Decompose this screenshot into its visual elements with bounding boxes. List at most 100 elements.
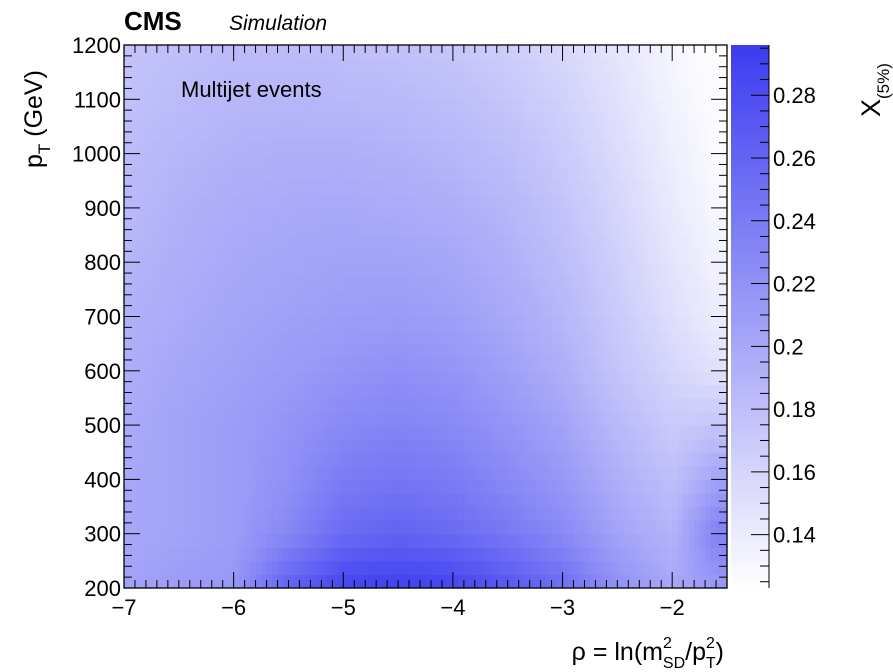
heatmap-cell — [644, 330, 651, 345]
heatmap-cell — [469, 465, 476, 480]
heatmap-cell — [705, 397, 712, 413]
heatmap-cell — [173, 330, 180, 345]
heatmap-cell — [474, 194, 481, 209]
heatmap-cell — [546, 58, 553, 73]
heatmap-cell — [370, 275, 377, 290]
heatmap-cell — [255, 574, 262, 589]
heatmap-cell — [299, 180, 306, 195]
heatmap-cell — [557, 506, 564, 521]
heatmap-cell — [430, 316, 438, 331]
heatmap-cell — [140, 357, 147, 372]
heatmap-cell — [387, 99, 394, 114]
heatmap-cell — [507, 492, 514, 508]
heatmap-cell — [173, 112, 180, 128]
heatmap-cell — [507, 438, 514, 453]
heatmap-cell — [310, 425, 317, 440]
heatmap-cell — [584, 45, 591, 60]
heatmap-cell — [398, 248, 405, 263]
heatmap-cell — [365, 58, 372, 73]
heatmap-cell — [436, 492, 443, 508]
heatmap-cell — [140, 574, 147, 589]
heatmap-cell — [189, 384, 196, 399]
heatmap-cell — [452, 465, 459, 480]
heatmap-cell — [502, 58, 509, 73]
heatmap-cell — [551, 221, 558, 236]
heatmap-cell — [458, 411, 465, 426]
heatmap-cell — [639, 85, 646, 100]
heatmap-cell — [222, 384, 229, 399]
heatmap-cell — [272, 72, 279, 87]
heatmap-cell — [573, 452, 580, 467]
heatmap-cell — [452, 153, 459, 168]
heatmap-cell — [348, 343, 355, 358]
heatmap-cell — [655, 438, 662, 453]
heatmap-cell — [683, 153, 690, 168]
heatmap-cell — [469, 520, 476, 535]
heatmap-cell — [441, 302, 449, 318]
heatmap-cell — [376, 207, 383, 223]
heatmap-cell — [365, 547, 372, 562]
heatmap-cell — [282, 275, 290, 290]
heatmap-cell — [529, 411, 536, 426]
heatmap-cell — [699, 302, 706, 318]
colorbar-segment — [731, 538, 769, 544]
heatmap-cell — [370, 533, 377, 548]
heatmap-cell — [261, 72, 268, 87]
heatmap-cell — [293, 492, 301, 508]
heatmap-cell — [573, 248, 580, 263]
heatmap-cell — [617, 452, 624, 467]
heatmap-cell — [348, 207, 355, 223]
heatmap-cell — [507, 397, 514, 413]
heatmap-cell — [332, 411, 339, 426]
heatmap-cell — [655, 425, 662, 440]
heatmap-cell — [551, 343, 558, 358]
heatmap-cell — [293, 357, 301, 372]
heatmap-cell — [304, 275, 311, 290]
heatmap-cell — [337, 153, 344, 168]
heatmap-cell — [589, 370, 597, 385]
heatmap-cell — [304, 207, 311, 223]
heatmap-cell — [584, 547, 591, 562]
heatmap-cell — [414, 506, 421, 521]
heatmap-cell — [578, 357, 586, 372]
heatmap-cell — [354, 343, 361, 358]
heatmap-cell — [447, 180, 454, 195]
heatmap-cell — [178, 506, 185, 521]
heatmap-cell — [228, 506, 235, 521]
heatmap-cell — [217, 140, 224, 155]
heatmap-cell — [195, 167, 202, 182]
heatmap-cell — [496, 167, 503, 182]
heatmap-cell — [167, 58, 174, 73]
heatmap-cell — [694, 262, 701, 277]
heatmap-cell — [480, 343, 487, 358]
heatmap-cell — [447, 479, 454, 494]
heatmap-cell — [524, 425, 531, 440]
heatmap-cell — [228, 221, 235, 236]
heatmap-cell — [255, 384, 262, 399]
heatmap-cell — [447, 506, 454, 521]
heatmap-cell — [491, 425, 498, 440]
heatmap-cell — [535, 465, 542, 480]
heatmap-cell — [716, 275, 723, 290]
heatmap-cell — [244, 533, 251, 548]
heatmap-cell — [463, 438, 470, 453]
heatmap-cell — [315, 112, 322, 128]
heatmap-cell — [173, 58, 180, 73]
heatmap-cell — [474, 479, 481, 494]
heatmap-cell — [409, 370, 416, 385]
heatmap-cell — [551, 58, 558, 73]
heatmap-cell — [387, 235, 394, 250]
heatmap-cell — [304, 492, 311, 508]
heatmap-cell — [200, 221, 207, 236]
heatmap-cell — [370, 384, 377, 399]
heatmap-cell — [206, 574, 213, 589]
heatmap-cell — [562, 397, 569, 413]
heatmap-cell — [485, 479, 492, 494]
heatmap-cell — [387, 547, 394, 562]
heatmap-cell — [145, 302, 153, 318]
heatmap-cell — [721, 262, 728, 277]
heatmap-cell — [310, 547, 317, 562]
heatmap-cell — [557, 180, 564, 195]
heatmap-cell — [376, 112, 383, 128]
heatmap-cell — [480, 221, 487, 236]
